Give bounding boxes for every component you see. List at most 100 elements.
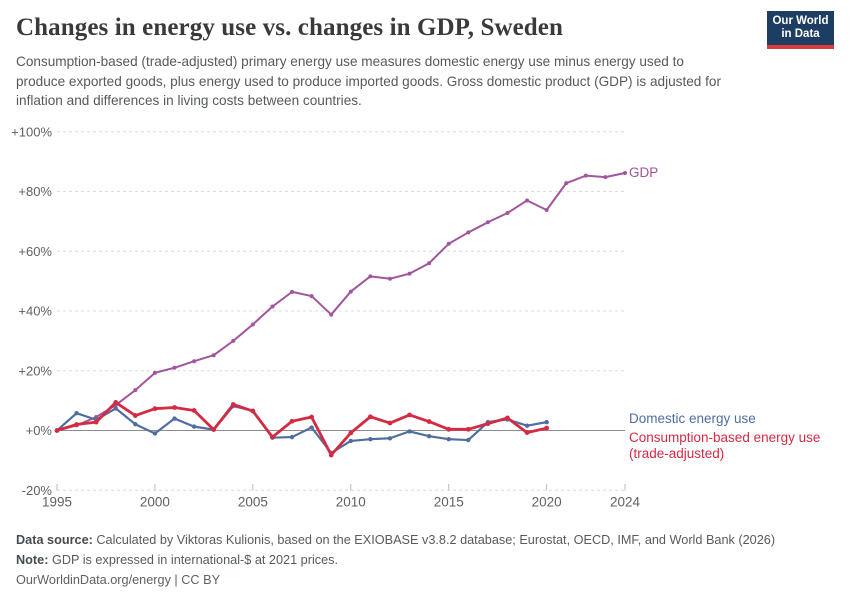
note-label: Note: [16, 553, 49, 567]
data-point [387, 276, 392, 281]
data-source-line: Data source: Calculated by Viktoras Kuli… [16, 530, 836, 550]
data-point [172, 365, 177, 370]
note-text: GDP is expressed in international-$ at 2… [51, 553, 339, 567]
owid-logo-line1: Our World [772, 15, 829, 27]
data-point [270, 434, 275, 440]
data-point [446, 426, 452, 432]
data-point [191, 424, 197, 429]
data-point [289, 434, 295, 440]
chart-footer: Data source: Calculated by Viktoras Kuli… [16, 530, 836, 590]
y-axis-tick-label: +0% [26, 423, 53, 438]
data-point [211, 427, 217, 433]
data-point [368, 274, 373, 279]
data-point [328, 452, 334, 458]
chart-canvas[interactable]: +100% +80% +60% +40% +20% +0% -20%1995 2000 2005… [0, 0, 850, 525]
series-label-domestic: Domestic energy use [629, 411, 756, 426]
data-point [172, 405, 177, 410]
data-point [152, 406, 158, 412]
data-point [465, 426, 471, 432]
x-axis-tick-label: 1995 [42, 495, 72, 510]
y-axis-tick-label: +20% [18, 363, 52, 378]
x-axis-tick-label: 2005 [238, 495, 268, 510]
data-point [74, 410, 79, 416]
series-line-domestic [55, 404, 548, 455]
data-point [152, 370, 157, 375]
data-point [132, 413, 138, 418]
data-point [231, 338, 236, 343]
y-axis-tick-label: +40% [18, 304, 52, 319]
data-point [485, 220, 490, 225]
series-gdp [55, 170, 627, 433]
x-axis-tick-label: 2000 [140, 495, 170, 510]
data-point [407, 412, 412, 418]
data-point [387, 420, 393, 426]
data-point [466, 437, 471, 443]
y-axis: +100% +80% +60% +40% +20% +0% -20% [11, 124, 625, 498]
data-point [250, 322, 255, 327]
data-point [525, 198, 530, 203]
note-line: Note: GDP is expressed in international-… [16, 550, 836, 570]
data-point [544, 419, 549, 425]
data-point [505, 211, 510, 216]
citation-line: OurWorldinData.org/energy | CC BY [16, 570, 836, 590]
data-source-text: Calculated by Viktoras Kulionis, based o… [96, 533, 776, 547]
data-point [113, 400, 119, 405]
data-point [211, 353, 216, 358]
owid-logo-line2: in Data [781, 28, 820, 40]
data-point [348, 289, 353, 294]
data-point [74, 422, 79, 427]
x-axis: 1995 2000 2005 2010 2015 2020 2024 [42, 484, 641, 510]
owid-logo[interactable]: Our World in Data [767, 11, 834, 49]
data-point [603, 175, 608, 180]
x-axis-tick-label: 2024 [610, 495, 641, 510]
data-point [446, 436, 451, 442]
data-point [524, 430, 530, 435]
data-point [387, 436, 393, 441]
y-axis-tick-label: +100% [11, 124, 52, 139]
x-axis-tick-label: 2015 [434, 495, 464, 510]
data-point [426, 419, 432, 424]
data-point [446, 241, 451, 246]
data-point [289, 418, 295, 424]
data-point [583, 173, 588, 178]
data-point [290, 289, 295, 294]
data-point [544, 425, 550, 431]
data-point [309, 294, 314, 299]
series-line-gdp [56, 171, 626, 432]
data-point [329, 312, 334, 317]
x-axis-tick-label: 2010 [336, 495, 366, 510]
x-axis-tick-label: 2020 [532, 495, 562, 510]
series-line-consumption [55, 401, 549, 457]
data-point [250, 408, 256, 414]
data-point [564, 181, 569, 186]
data-point [270, 304, 275, 309]
data-point [427, 261, 432, 266]
data-point [192, 359, 197, 364]
data-point [113, 406, 118, 411]
series-consumption [54, 400, 550, 458]
data-point [309, 414, 315, 420]
data-point [348, 430, 354, 436]
data-point [133, 388, 138, 393]
data-point [485, 421, 491, 427]
data-point [309, 425, 314, 430]
data-point [191, 408, 197, 413]
data-point [622, 170, 627, 175]
data-point [133, 422, 138, 427]
data-point [524, 423, 530, 428]
series-label-gdp: GDP [629, 165, 659, 180]
data-point [348, 438, 353, 444]
data-point [368, 436, 373, 442]
data-point [152, 431, 158, 436]
data-point [54, 428, 60, 433]
data-point [407, 271, 412, 276]
data-point [466, 230, 471, 235]
data-point [505, 415, 510, 421]
y-axis-tick-label: -20% [22, 483, 53, 498]
series-label-consumption: Consumption-based energy use (trade-adjus… [629, 430, 821, 461]
y-axis-tick-label: +80% [18, 184, 52, 199]
citation-text: OurWorldinData.org/energy | CC BY [16, 573, 221, 587]
data-point [426, 433, 432, 439]
